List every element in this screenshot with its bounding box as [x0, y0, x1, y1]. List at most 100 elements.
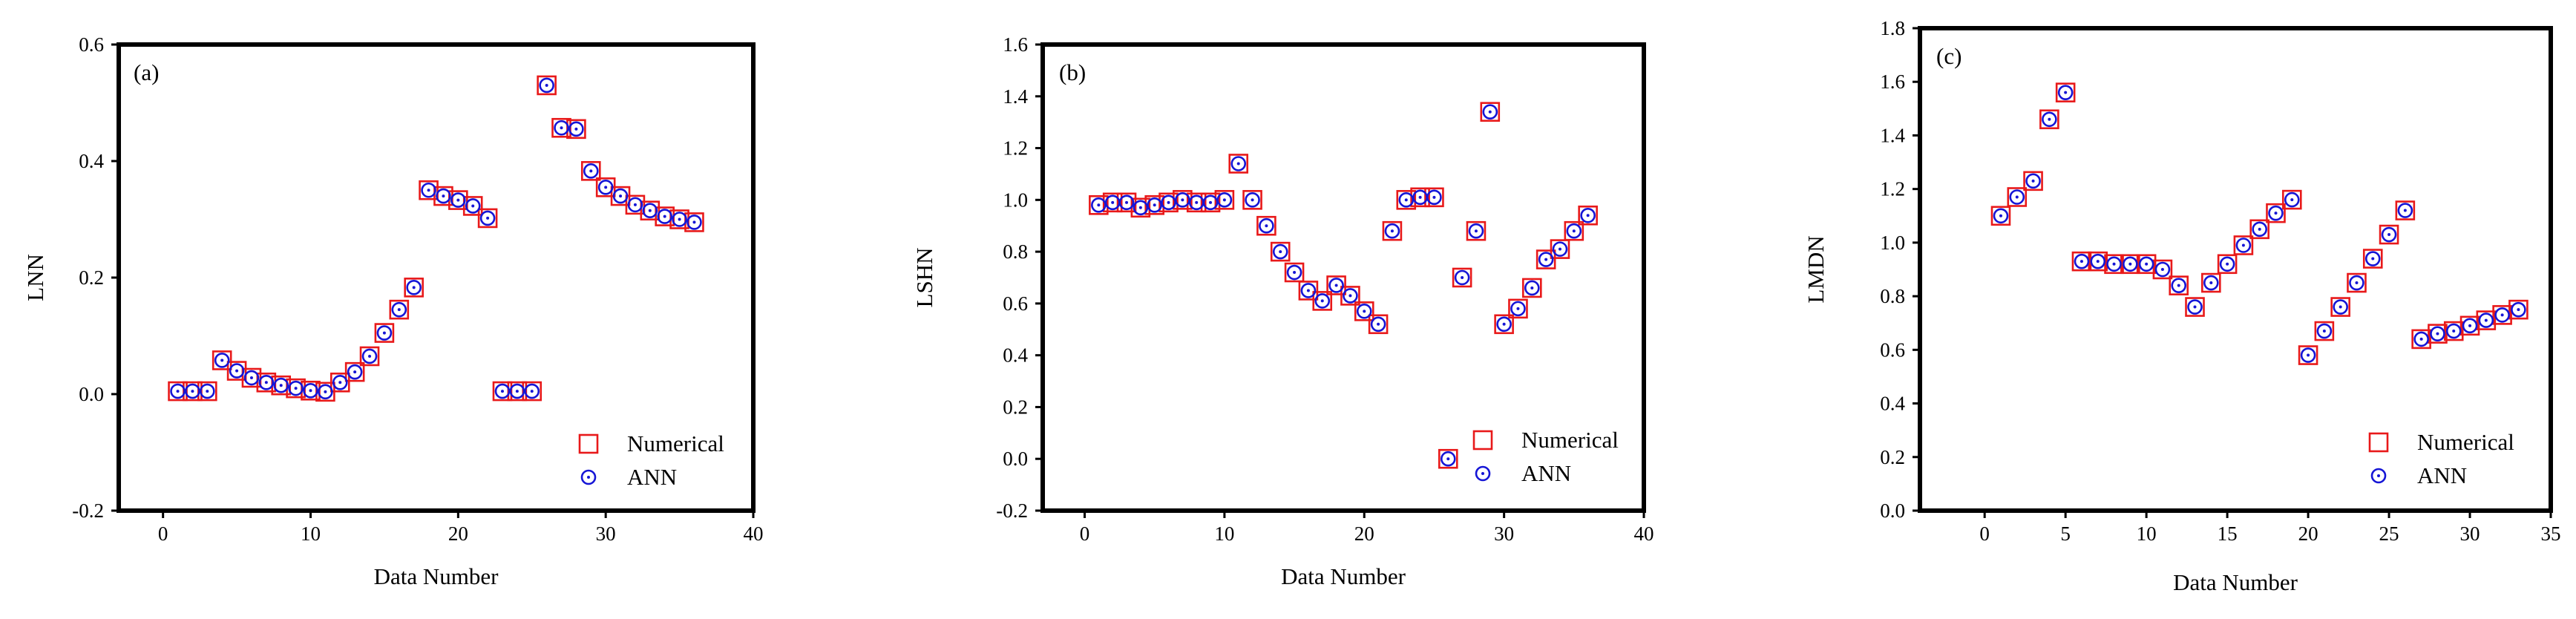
y-axis-title: LNN	[22, 254, 48, 301]
numerical-square-marker	[1242, 190, 1262, 210]
x-tick-label: 35	[2541, 523, 2561, 545]
numerical-square-marker	[2039, 109, 2059, 130]
ann-point	[2268, 205, 2284, 221]
numerical-point	[2492, 305, 2512, 325]
x-tick-label: 0	[158, 523, 168, 545]
numerical-point	[1410, 187, 1430, 208]
ann-center-dot	[1279, 250, 1282, 254]
legend-ann-label: ANN	[2417, 462, 2467, 488]
numerical-point	[419, 180, 439, 200]
numerical-point	[2266, 203, 2286, 223]
y-tick-label: 1.6	[1880, 71, 1905, 93]
ann-circle-marker	[509, 383, 525, 399]
panel-label: (a)	[134, 59, 159, 85]
ann-point	[1202, 194, 1219, 211]
y-axis-title: LMDN	[1803, 235, 1829, 303]
ann-center-dot	[1306, 289, 1310, 292]
legend: Numerical ANN	[578, 430, 724, 490]
ann-circle-marker	[494, 383, 511, 399]
x-tick-label: 20	[448, 523, 468, 545]
ann-circle-marker	[2316, 323, 2333, 339]
numerical-square-marker	[2368, 432, 2389, 453]
ann-circle-marker	[2252, 221, 2267, 238]
ann-point	[1566, 223, 1582, 239]
ann-circle-marker	[2445, 323, 2462, 339]
numerical-square-marker	[2249, 219, 2269, 240]
ann-point	[2123, 256, 2138, 272]
ann-center-dot	[1558, 247, 1561, 251]
ann-center-dot	[294, 387, 298, 390]
ann-center-dot	[2258, 227, 2261, 231]
numerical-square-marker	[1284, 262, 1305, 283]
numerical-point	[2330, 297, 2350, 317]
ann-center-dot	[604, 186, 608, 189]
numerical-square-marker	[419, 180, 439, 200]
ann-circle-marker	[1272, 243, 1288, 260]
ann-circle-marker	[1538, 252, 1554, 267]
ann-circle-marker	[2187, 299, 2203, 315]
ann-circle-marker	[1133, 200, 1149, 216]
ann-center-dot	[1404, 198, 1408, 202]
ann-circle-marker	[361, 348, 378, 364]
ann-point	[1440, 451, 1456, 467]
ann-center-dot	[1236, 162, 1240, 166]
ann-center-dot	[1516, 307, 1520, 310]
ann-point	[2364, 251, 2381, 266]
ann-point	[303, 382, 318, 399]
numerical-square-marker	[1102, 192, 1123, 213]
numerical-point	[1214, 190, 1235, 210]
y-tick-label: 0.6	[1880, 338, 1905, 361]
numerical-point	[462, 196, 483, 216]
ann-center-dot	[2209, 281, 2213, 285]
ann-circle-marker	[1475, 465, 1491, 482]
numerical-square-marker	[2266, 203, 2286, 223]
ann-circle-marker	[597, 180, 614, 195]
x-tick-label: 20	[1354, 523, 1374, 545]
y-tick-label: 0.4	[1880, 393, 1905, 415]
numerical-point	[1312, 291, 1333, 311]
ann-center-dot	[633, 203, 637, 206]
ann-center-dot	[1530, 286, 1534, 289]
ann-circle-marker	[2074, 253, 2090, 269]
ann-circle-marker	[2090, 253, 2106, 269]
ann-point	[1314, 293, 1331, 309]
ann-center-dot	[2048, 117, 2051, 121]
numerical-square-marker	[1990, 206, 2011, 226]
numerical-point	[1480, 102, 1501, 122]
ann-center-dot	[1390, 229, 1394, 233]
numerical-point	[2152, 259, 2173, 280]
ann-point	[2349, 275, 2364, 291]
ann-circle-marker	[2154, 261, 2171, 278]
ann-point	[2171, 278, 2187, 293]
numerical-square-marker	[2055, 82, 2076, 102]
x-tick-label: 30	[2460, 523, 2480, 545]
numerical-square-marker	[1494, 314, 1514, 335]
ann-point	[2154, 261, 2171, 278]
ann-circle-marker	[2171, 278, 2187, 293]
numerical-square-marker	[1340, 286, 1360, 306]
x-tick-label: 30	[596, 523, 616, 545]
ann-circle-marker	[2025, 173, 2041, 189]
ann-circle-marker	[243, 370, 260, 386]
numerical-square-marker	[2476, 310, 2497, 330]
ann-point	[1993, 208, 2009, 224]
numerical-point	[2281, 189, 2302, 210]
legend-numerical-label: Numerical	[627, 430, 724, 456]
ann-point	[465, 198, 481, 214]
ann-point	[2057, 85, 2074, 100]
ann-circle-marker	[1118, 194, 1135, 211]
ann-point	[1524, 280, 1540, 296]
numerical-square-marker	[374, 323, 395, 343]
ann-point	[642, 203, 658, 219]
ann-point	[2430, 326, 2445, 341]
ann-circle-marker	[583, 163, 599, 179]
legend-ann-marker	[1475, 465, 1491, 482]
ann-point	[479, 210, 496, 226]
ann-center-dot	[1586, 214, 1590, 217]
ann-point	[2316, 323, 2333, 339]
ann-center-dot	[530, 390, 534, 393]
ann-circle-marker	[2123, 256, 2138, 272]
ann-center-dot	[412, 286, 416, 289]
numerical-square-marker	[1312, 291, 1333, 311]
ann-center-dot	[206, 390, 209, 393]
